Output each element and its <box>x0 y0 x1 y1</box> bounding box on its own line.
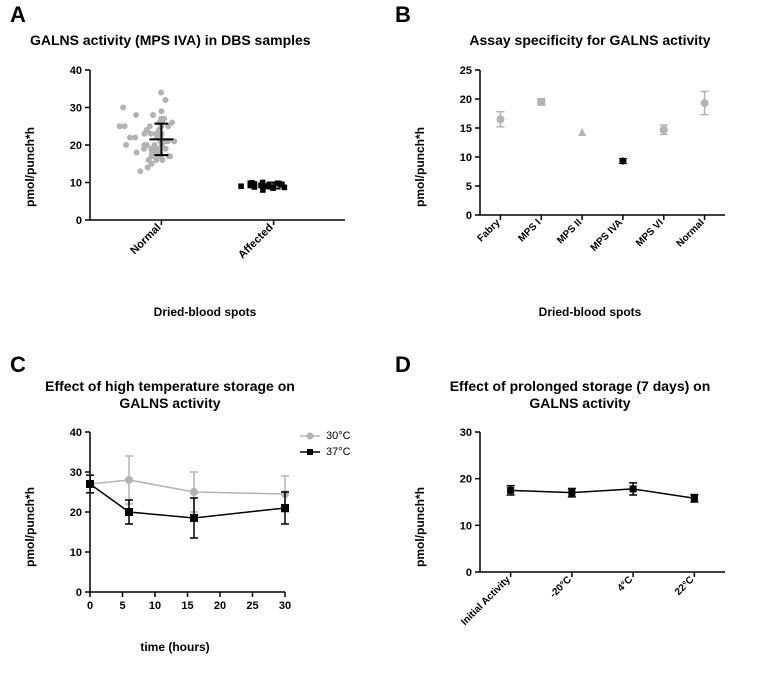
svg-text:5: 5 <box>119 600 125 612</box>
panel-d: D Effect of prolonged storage (7 days) o… <box>390 350 759 680</box>
panel-a-title: GALNS activity (MPS IVA) in DBS samples <box>30 32 370 48</box>
svg-text:0: 0 <box>466 567 472 579</box>
panel-d-chart: 0 10 20 30 Initial Activity -20°C 4°C 22°C <box>445 422 735 642</box>
svg-text:20: 20 <box>460 474 472 486</box>
legend-label-30c: 30°C <box>326 430 351 442</box>
svg-text:0: 0 <box>76 587 82 599</box>
svg-text:25: 25 <box>246 600 258 612</box>
panel-d-title: Effect of prolonged storage (7 days) on … <box>430 378 730 412</box>
legend-item-37c: 37°C <box>300 446 351 458</box>
svg-text:10: 10 <box>149 600 161 612</box>
svg-text:30: 30 <box>460 427 472 439</box>
panel-c-ylabel: pmol/punch*h <box>23 467 37 567</box>
panel-c-chart: 0 10 20 30 40 0 5 10 15 20 25 30 <box>55 422 295 622</box>
svg-text:0: 0 <box>76 215 82 227</box>
svg-text:20: 20 <box>70 507 82 519</box>
svg-text:MPS IVA: MPS IVA <box>589 217 625 253</box>
svg-text:Initial Activity: Initial Activity <box>459 574 513 628</box>
svg-text:MPS II: MPS II <box>555 217 584 246</box>
square-marker-icon <box>300 447 320 457</box>
svg-text:20: 20 <box>70 140 82 152</box>
svg-text:Normal: Normal <box>675 217 707 249</box>
svg-text:Affected: Affected <box>236 222 276 262</box>
panel-a: A GALNS activity (MPS IVA) in DBS sample… <box>0 0 380 340</box>
svg-text:0: 0 <box>466 210 472 222</box>
panel-b-xlabel: Dried-blood spots <box>445 305 735 319</box>
panel-c-legend: 30°C 37°C <box>300 430 351 462</box>
legend-item-30c: 30°C <box>300 430 351 442</box>
svg-text:MPS VI: MPS VI <box>634 217 666 249</box>
panel-c: C Effect of high temperature storage on … <box>0 350 380 680</box>
panel-b-chart: 0 5 10 15 20 25 Fabry MPS I MPS IIMPS IVA MPS VI N… <box>445 60 735 270</box>
panel-a-xlabel: Dried-blood spots <box>55 305 355 319</box>
panel-b: B Assay specificity for GALNS activity p… <box>390 0 759 340</box>
svg-text:20: 20 <box>214 600 226 612</box>
svg-text:15: 15 <box>460 123 472 135</box>
svg-text:10: 10 <box>460 520 472 532</box>
panel-b-label: B <box>395 2 411 28</box>
svg-text:Fabry: Fabry <box>476 217 503 244</box>
panel-a-label: A <box>10 2 26 28</box>
panel-a-ylabel: pmol/punch*h <box>23 107 37 207</box>
svg-text:20: 20 <box>460 94 472 106</box>
svg-text:40: 40 <box>70 427 82 439</box>
panel-d-ylabel: pmol/punch*h <box>413 467 427 567</box>
svg-text:30: 30 <box>70 103 82 115</box>
svg-text:-20°C: -20°C <box>548 574 574 600</box>
svg-text:MPS I: MPS I <box>516 217 543 244</box>
svg-text:Normal: Normal <box>128 222 163 257</box>
circle-marker-icon <box>300 431 320 441</box>
svg-text:22°C: 22°C <box>673 574 697 598</box>
svg-text:25: 25 <box>460 65 472 77</box>
svg-text:0: 0 <box>87 600 93 612</box>
panel-b-title: Assay specificity for GALNS activity <box>430 32 750 48</box>
panel-c-label: C <box>10 352 26 378</box>
panel-c-xlabel: time (hours) <box>55 640 295 654</box>
svg-text:10: 10 <box>70 178 82 190</box>
svg-text:30: 30 <box>279 600 291 612</box>
legend-label-37c: 37°C <box>326 446 351 458</box>
svg-text:5: 5 <box>466 181 472 193</box>
svg-text:15: 15 <box>181 600 193 612</box>
svg-text:10: 10 <box>70 547 82 559</box>
panel-b-ylabel: pmol/punch*h <box>413 107 427 207</box>
panel-a-chart: 0 10 20 30 40 Normal Affected <box>55 60 355 270</box>
svg-text:30: 30 <box>70 467 82 479</box>
svg-text:40: 40 <box>70 65 82 77</box>
panel-c-title: Effect of high temperature storage on GA… <box>30 378 310 412</box>
panel-d-label: D <box>395 352 411 378</box>
svg-text:4°C: 4°C <box>616 574 636 594</box>
svg-text:10: 10 <box>460 152 472 164</box>
